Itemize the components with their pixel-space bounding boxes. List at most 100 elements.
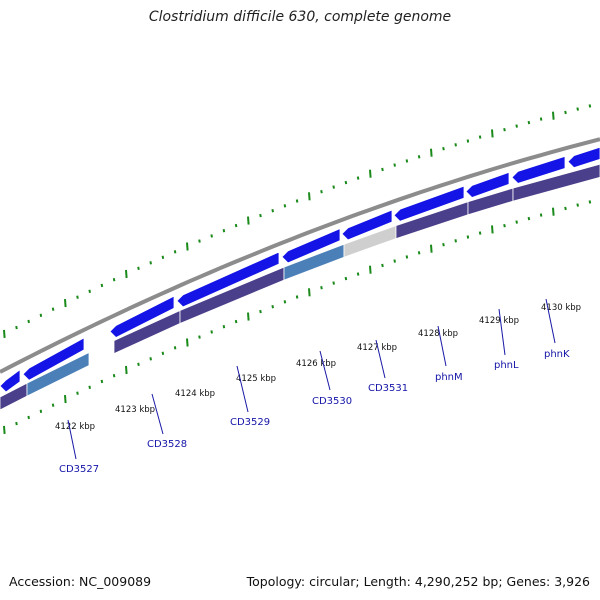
reverse-strand-track [0, 163, 600, 411]
inner-tick [88, 385, 91, 389]
outer-tick [430, 148, 433, 157]
outer-tick [552, 111, 555, 120]
inner-tick [539, 213, 543, 217]
inner-tick [356, 272, 360, 276]
inner-tick [552, 207, 555, 216]
inner-tick [76, 391, 79, 395]
outer-tick [466, 139, 470, 143]
inner-tick [454, 239, 457, 243]
forward-cds-segment[interactable] [0, 368, 21, 393]
forward-cds-segment[interactable] [567, 146, 600, 169]
inner-tick [588, 200, 592, 204]
outer-tick [76, 295, 79, 299]
accession-text: Accession: NC_009089 [9, 574, 152, 589]
inner-tick [466, 235, 470, 239]
inner-tick [39, 409, 43, 413]
outer-tick [27, 319, 30, 324]
outer-tick [186, 242, 189, 251]
inner-tick [161, 351, 165, 355]
inner-tick [100, 379, 104, 384]
inner-tick [137, 362, 140, 366]
backbone-arc [0, 137, 600, 374]
outer-tick [539, 117, 543, 121]
outer-tick [173, 250, 177, 254]
lower-feature-segment[interactable] [26, 351, 90, 397]
inner-tick [234, 319, 238, 324]
kbp-label-4128: 4128 kbp [418, 329, 458, 339]
outer-tick [198, 239, 201, 243]
inner-tick [15, 421, 18, 426]
outer-tick [527, 120, 531, 125]
outer-tick [161, 255, 165, 259]
forward-cds-segment[interactable] [109, 295, 175, 338]
gene-label-phnm[interactable]: phnM [435, 372, 463, 383]
callout-line-cd3529 [236, 365, 249, 413]
kbp-label-4127: 4127 kbp [357, 343, 397, 353]
outer-tick [247, 216, 250, 225]
kbp-label-4126: 4126 kbp [296, 359, 336, 369]
lower-feature-segment[interactable] [512, 163, 600, 202]
outer-tick [515, 124, 518, 128]
inner-tick [149, 357, 152, 361]
outer-tick [344, 180, 348, 185]
inner-tick [271, 305, 274, 309]
outer-tick [381, 167, 384, 172]
kbp-label-4122: 4122 kbp [55, 422, 95, 432]
gene-label-phnk[interactable]: phnK [544, 349, 570, 360]
forward-cds-segment[interactable] [465, 171, 510, 198]
outer-tick [15, 325, 18, 330]
outer-tick [3, 329, 6, 338]
inner-tick [51, 403, 55, 407]
outer-tick [454, 143, 457, 147]
inner-tick [344, 276, 348, 281]
outer-tick [320, 190, 323, 194]
forward-cds-segment[interactable] [281, 227, 341, 264]
kbp-label-4123: 4123 kbp [115, 405, 155, 415]
callout-line-phnk [545, 298, 556, 344]
forward-cds-segment[interactable] [393, 185, 465, 222]
inner-tick [283, 300, 287, 304]
gene-label-cd3531[interactable]: CD3531 [368, 383, 408, 394]
outer-tick [137, 266, 140, 270]
inner-tick [198, 335, 201, 339]
gene-label-phnl[interactable]: phnL [494, 360, 519, 371]
outer-tick-ring [3, 104, 592, 338]
inner-tick [27, 415, 30, 420]
callout-line-cd3528 [151, 393, 164, 435]
forward-cds-segment[interactable] [22, 337, 85, 381]
forward-strand-track [0, 146, 600, 393]
gene-label-cd3530[interactable]: CD3530 [312, 396, 352, 407]
outer-tick [405, 159, 409, 163]
inner-tick [112, 374, 116, 378]
inner-tick [515, 220, 518, 224]
inner-tick [442, 243, 445, 247]
outer-tick [478, 135, 482, 139]
outer-tick [295, 199, 299, 203]
callout-line-cd3531 [375, 339, 386, 379]
outer-tick [39, 313, 43, 317]
outer-tick [149, 261, 152, 265]
outer-tick [442, 147, 445, 151]
gene-label-cd3528[interactable]: CD3528 [147, 439, 187, 450]
outer-tick [356, 176, 360, 180]
gene-label-cd3527[interactable]: CD3527 [59, 464, 99, 475]
inner-tick [186, 338, 189, 347]
inner-tick [527, 216, 531, 221]
inner-tick [503, 224, 506, 228]
outer-tick [393, 163, 396, 167]
forward-cds-segment[interactable] [341, 209, 393, 241]
gene-label-cd3529[interactable]: CD3529 [230, 417, 270, 428]
inner-tick [222, 325, 226, 329]
forward-cds-segment[interactable] [176, 251, 280, 308]
kbp-label-4124: 4124 kbp [175, 389, 215, 399]
inner-tick [308, 288, 311, 297]
outer-tick [51, 307, 55, 311]
outer-tick [100, 283, 104, 288]
forward-cds-segment[interactable] [511, 155, 566, 184]
inner-tick [405, 255, 409, 259]
inner-tick [247, 312, 250, 321]
inner-tick [369, 265, 372, 274]
inner-tick [430, 244, 433, 253]
outer-tick [588, 104, 592, 108]
